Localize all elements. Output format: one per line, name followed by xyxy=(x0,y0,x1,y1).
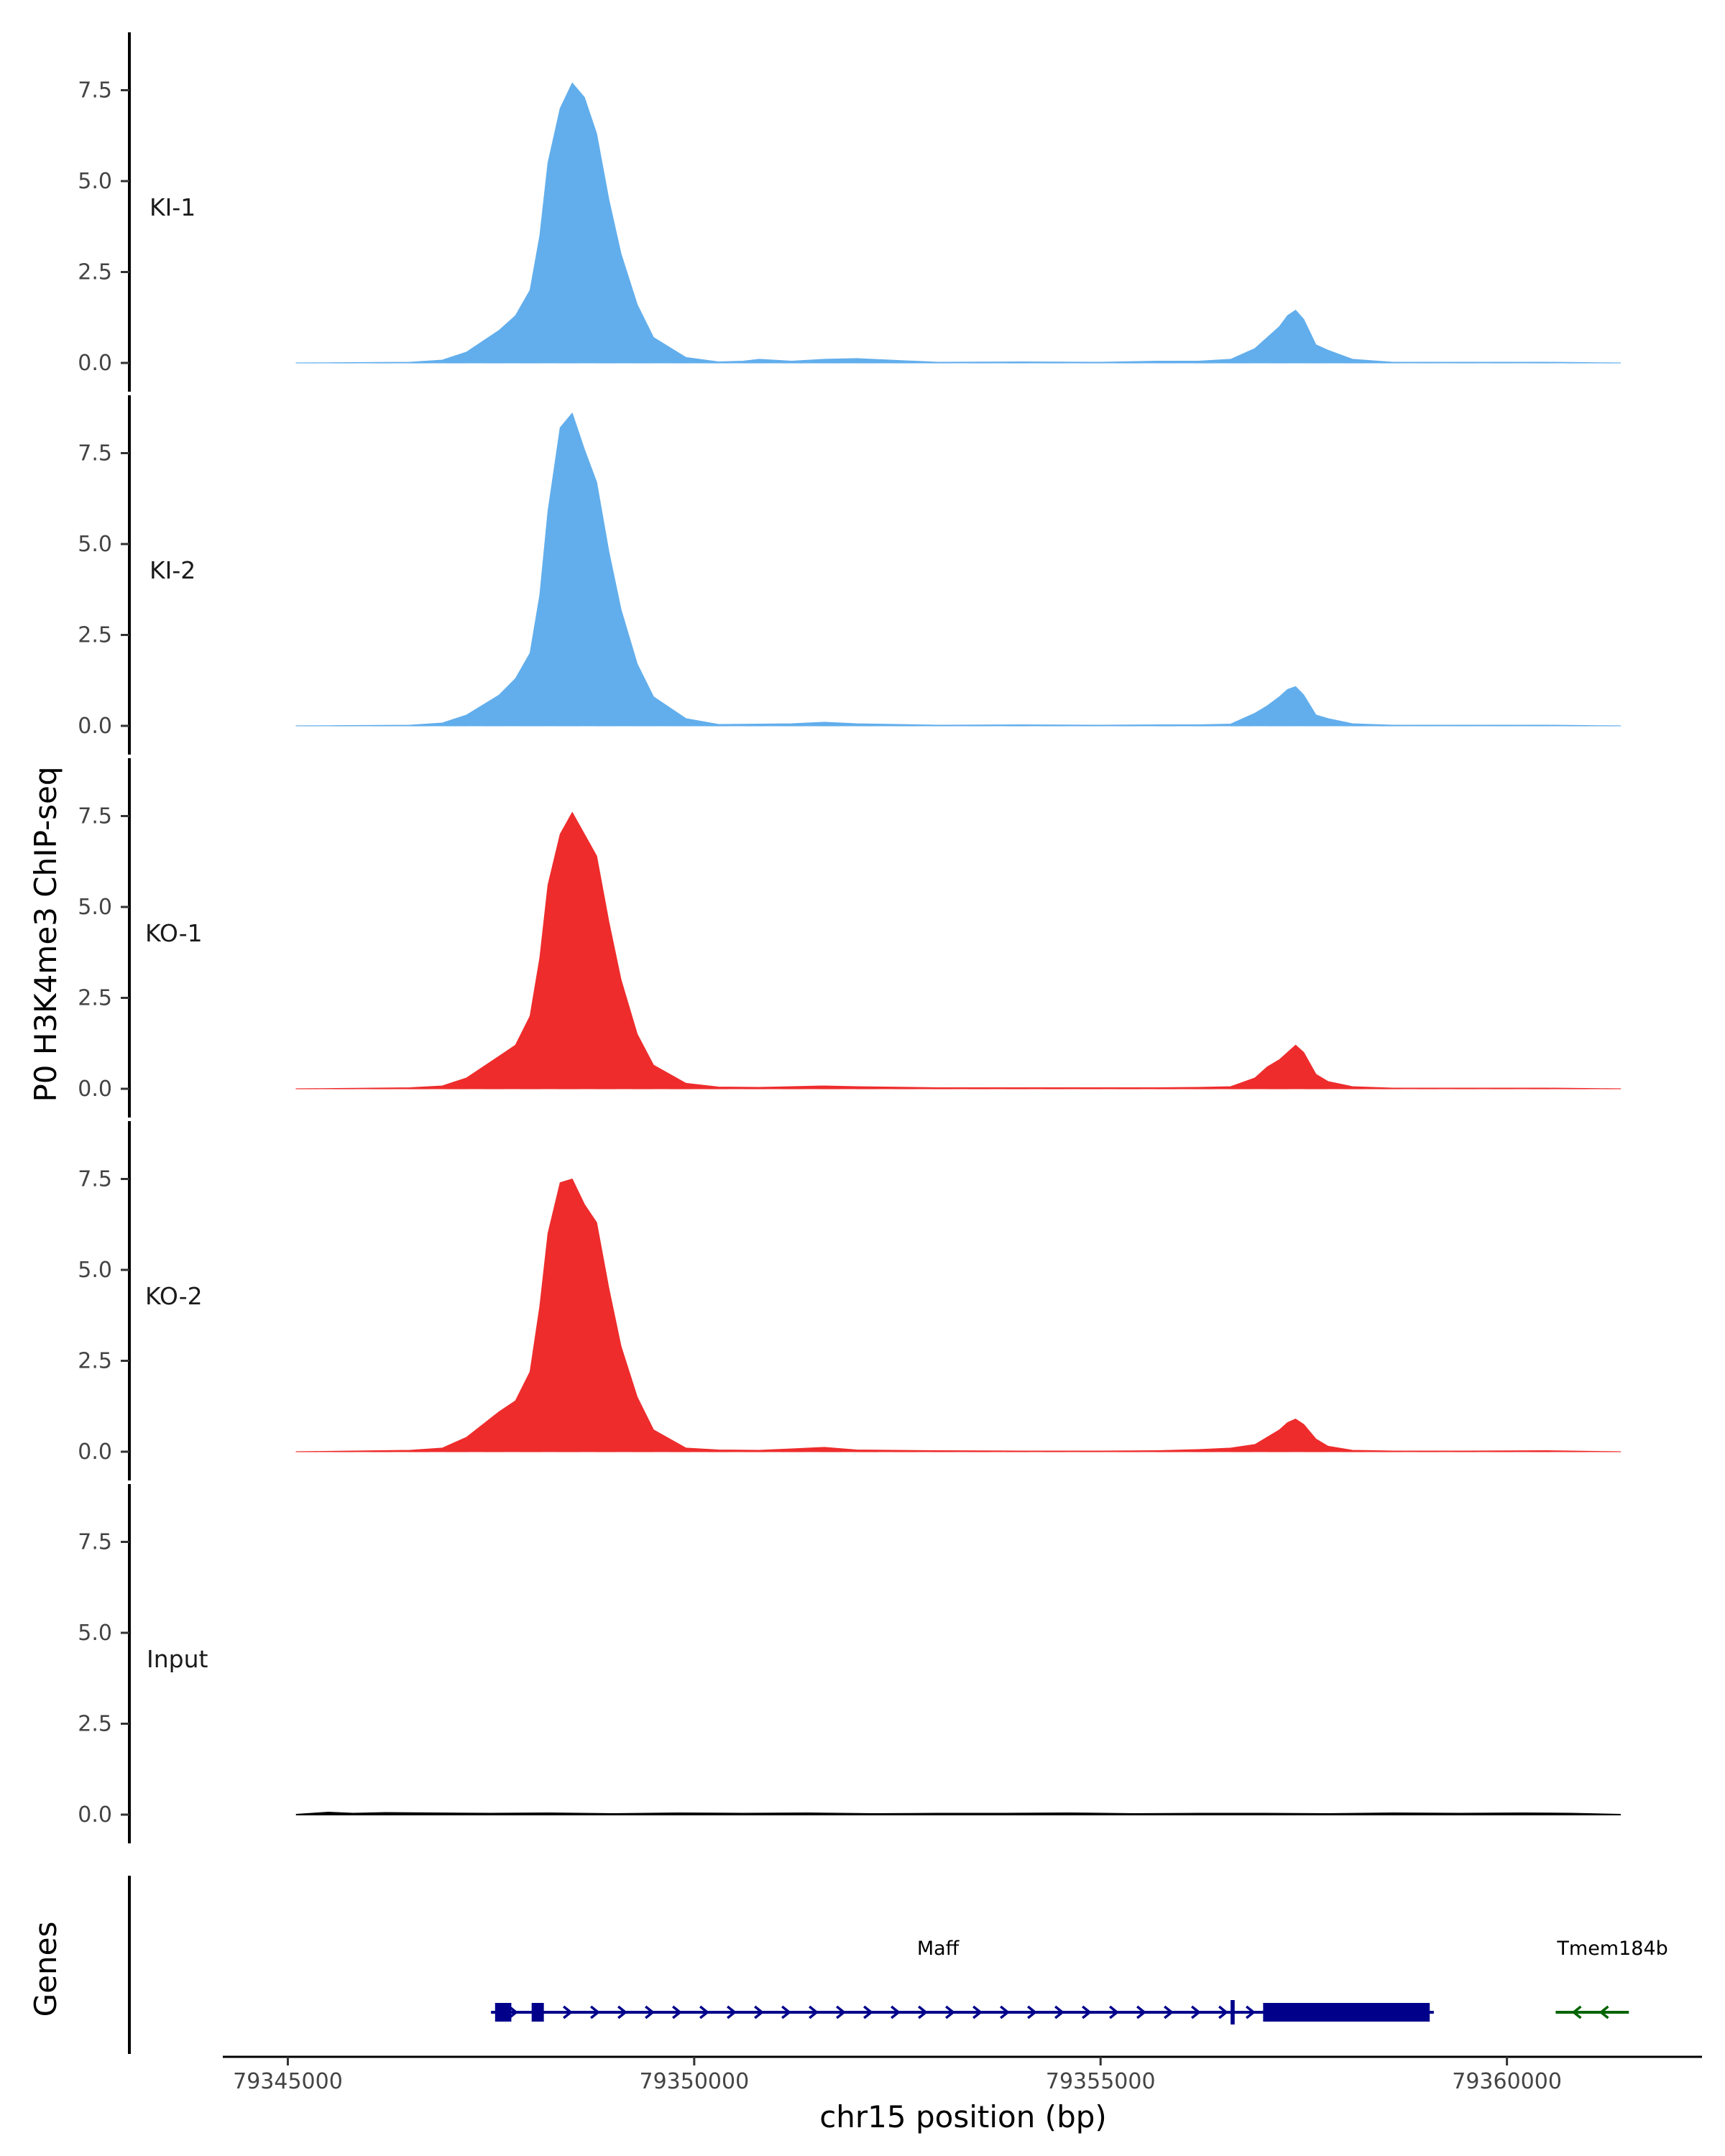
gene-label: Maff xyxy=(917,1938,960,1960)
strand-arrow xyxy=(972,2005,983,2019)
strand-arrow xyxy=(809,2005,819,2019)
y-tick-label: 2.5 xyxy=(78,260,112,285)
strand-arrow xyxy=(1054,2005,1064,2019)
coverage-area xyxy=(295,82,1622,364)
x-axis-title: chr15 position (bp) xyxy=(819,2099,1107,2134)
exon xyxy=(531,2003,544,2022)
strand-arrow xyxy=(699,2005,709,2019)
strand-arrow xyxy=(1136,2005,1146,2019)
y-tick-label: 2.5 xyxy=(78,1349,112,1374)
strand-arrow xyxy=(508,2005,518,2019)
exon xyxy=(1230,2000,1235,2024)
strand-arrow xyxy=(645,2005,655,2019)
y-tick-label: 2.5 xyxy=(78,1712,112,1737)
track-label: KO-2 xyxy=(145,1282,203,1310)
strand-arrow xyxy=(836,2005,846,2019)
y-tick-label: 0.0 xyxy=(78,351,112,376)
genes-panel-title: Genes xyxy=(28,1922,63,2017)
strand-arrow xyxy=(863,2005,873,2019)
strand-arrow xyxy=(1000,2005,1010,2019)
y-tick-label: 0.0 xyxy=(78,1077,112,1102)
strand-arrow xyxy=(672,2005,682,2019)
x-axis: 79345000 79350000 79355000 79360000 xyxy=(223,2055,1702,2094)
y-tick-label: 2.5 xyxy=(78,623,112,648)
strand-arrow xyxy=(945,2005,955,2019)
y-tick-label: 7.5 xyxy=(78,1530,112,1555)
gene-tmem184b: Tmem184b xyxy=(1555,1938,1668,2019)
strand-arrow xyxy=(727,2005,737,2019)
y-tick-label: 5.0 xyxy=(78,532,112,557)
strand-arrow xyxy=(1598,2005,1609,2019)
y-axis-title: P0 H3K4me3 ChIP-seq xyxy=(28,766,63,1102)
y-tick-label: 7.5 xyxy=(78,441,112,466)
gene-maff: Maff xyxy=(491,1938,1434,2024)
track-label: KO-1 xyxy=(145,919,203,947)
gene-annotation-panel: Maff Tmem184b xyxy=(128,1876,1668,2054)
strand-arrow xyxy=(1082,2005,1092,2019)
y-tick-label: 0.0 xyxy=(78,714,112,739)
strand-arrow xyxy=(563,2005,573,2019)
y-tick-label: 5.0 xyxy=(78,1258,112,1283)
y-tick-label: 5.0 xyxy=(78,1621,112,1646)
coverage-area xyxy=(295,413,1622,727)
strand-arrow xyxy=(918,2005,928,2019)
strand-arrow xyxy=(891,2005,901,2019)
track-ki-2: 0.0 2.5 5.0 7.5 KI-2 xyxy=(78,395,1622,755)
y-tick-label: 7.5 xyxy=(78,804,112,829)
strand-arrow xyxy=(754,2005,764,2019)
y-tick-label: 2.5 xyxy=(78,986,112,1011)
x-tick-label: 79360000 xyxy=(1452,2069,1562,2094)
y-tick-label: 7.5 xyxy=(78,78,112,103)
strand-arrow xyxy=(1164,2005,1174,2019)
track-ko-1: 0.0 2.5 5.0 7.5 KO-1 xyxy=(78,758,1622,1118)
strand-arrow xyxy=(1571,2005,1582,2019)
y-tick-label: 0.0 xyxy=(78,1439,112,1465)
track-ki-1: 0.0 2.5 5.0 7.5 KI-1 xyxy=(78,32,1622,392)
exon xyxy=(1263,2003,1430,2022)
exon xyxy=(494,2003,512,2022)
coverage-area xyxy=(295,811,1622,1089)
track-input: 0.0 2.5 5.0 7.5 Input xyxy=(78,1484,1621,1843)
y-tick-label: 7.5 xyxy=(78,1167,112,1192)
y-tick-label: 5.0 xyxy=(78,895,112,920)
track-label: KI-2 xyxy=(150,556,196,584)
y-tick-label: 5.0 xyxy=(78,169,112,194)
strand-arrow xyxy=(590,2005,600,2019)
track-ko-2: 0.0 2.5 5.0 7.5 KO-2 xyxy=(78,1121,1622,1480)
x-tick-label: 79345000 xyxy=(233,2069,343,2094)
y-tick-label: 0.0 xyxy=(78,1802,112,1828)
strand-arrow xyxy=(1218,2005,1228,2019)
coverage-area xyxy=(295,1179,1622,1452)
track-label: Input xyxy=(147,1645,208,1673)
gene-label: Tmem184b xyxy=(1556,1938,1668,1960)
strand-arrow xyxy=(781,2005,791,2019)
strand-arrow xyxy=(1109,2005,1119,2019)
x-tick-label: 79350000 xyxy=(639,2069,749,2094)
strand-arrow xyxy=(1191,2005,1201,2019)
coverage-area xyxy=(295,1811,1621,1815)
strand-arrow xyxy=(1246,2005,1256,2019)
coverage-tracks: 0.0 2.5 5.0 7.5 KI-1 0.0 2.5 5.0 7.5 KI-2 0.0 2.5 5.… xyxy=(78,32,1622,1843)
strand-arrow xyxy=(617,2005,627,2019)
strand-arrow xyxy=(1027,2005,1037,2019)
track-label: KI-1 xyxy=(150,193,196,221)
x-tick-label: 79355000 xyxy=(1046,2069,1156,2094)
